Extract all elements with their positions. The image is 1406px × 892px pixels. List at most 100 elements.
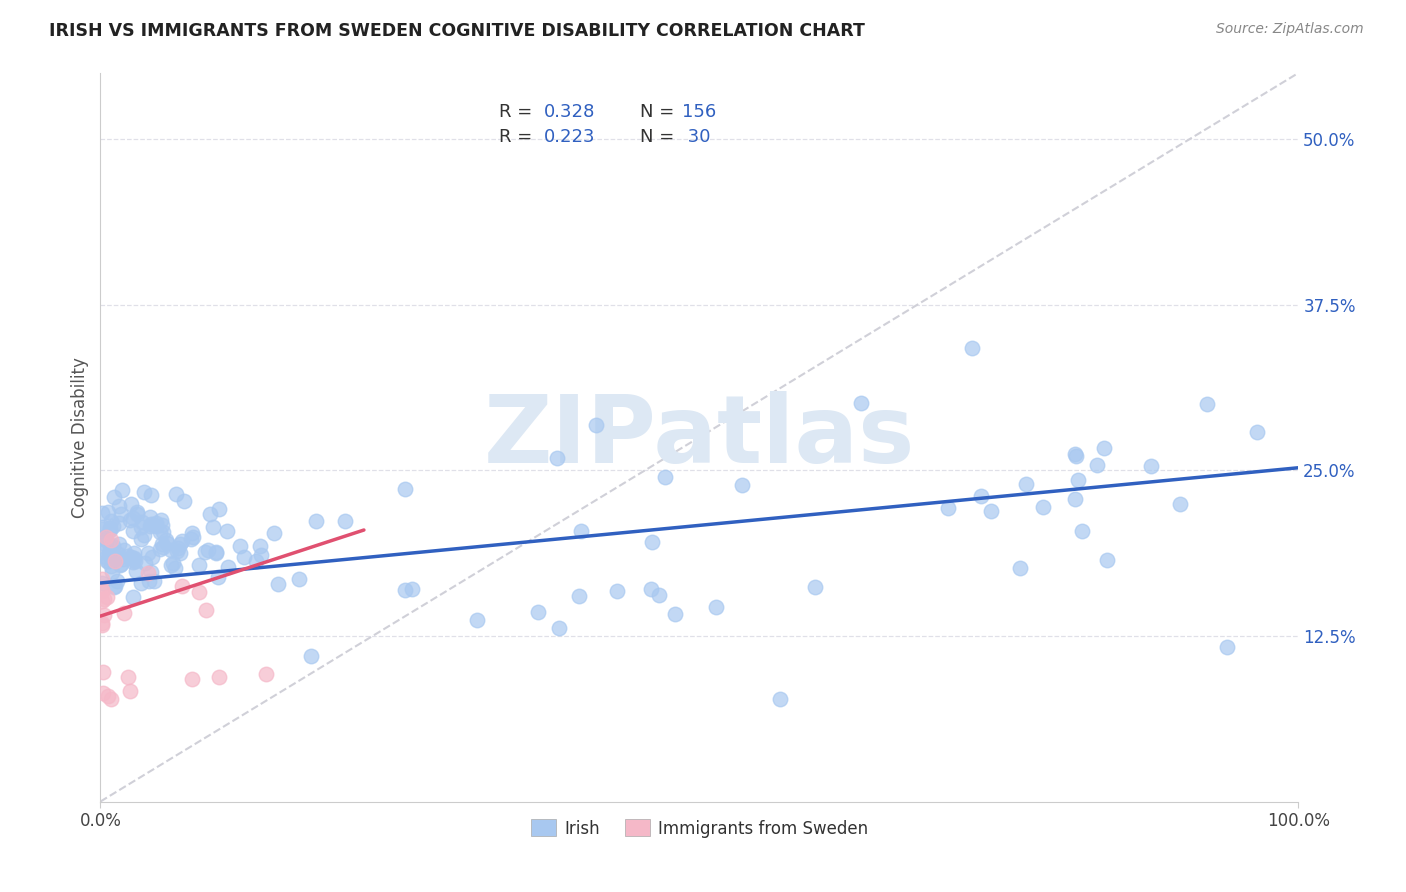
Text: N =: N = <box>640 103 679 120</box>
Point <box>166 543 188 558</box>
Point <box>333 514 356 528</box>
Point <box>107 516 129 530</box>
Point <box>194 545 217 559</box>
Point <box>101 566 124 580</box>
Point <box>112 542 135 557</box>
Point <box>112 607 135 621</box>
Point <box>205 546 228 560</box>
Point <box>568 589 591 603</box>
Text: IRISH VS IMMIGRANTS FROM SWEDEN COGNITIVE DISABILITY CORRELATION CHART: IRISH VS IMMIGRANTS FROM SWEDEN COGNITIV… <box>49 22 865 40</box>
Point <box>103 580 125 594</box>
Point <box>256 667 278 681</box>
Text: 156: 156 <box>682 103 716 120</box>
Point <box>159 558 181 573</box>
Point <box>93 607 115 622</box>
Point <box>94 530 117 544</box>
Point <box>1066 473 1088 487</box>
Point <box>98 540 121 554</box>
Point <box>96 590 118 604</box>
Point <box>159 543 181 558</box>
Point <box>104 579 127 593</box>
Point <box>122 511 145 525</box>
Point <box>90 594 112 608</box>
Text: N =: N = <box>640 128 679 146</box>
Point <box>108 499 131 513</box>
Point <box>129 520 152 534</box>
Point <box>232 549 254 564</box>
Point <box>90 583 112 598</box>
Point <box>90 575 112 590</box>
Point <box>1216 640 1239 654</box>
Point <box>107 536 129 550</box>
Point <box>96 554 118 568</box>
Point <box>138 510 160 524</box>
Point <box>131 515 153 529</box>
Point <box>129 532 152 546</box>
Point <box>122 552 145 566</box>
Point <box>217 560 239 574</box>
Point <box>165 487 187 501</box>
Point <box>138 574 160 588</box>
Point <box>960 341 983 355</box>
Point <box>155 535 177 549</box>
Y-axis label: Cognitive Disability: Cognitive Disability <box>72 357 89 517</box>
Point <box>93 543 115 558</box>
Point <box>215 524 238 539</box>
Point <box>110 507 132 521</box>
Text: 0.328: 0.328 <box>544 103 596 120</box>
Text: 30: 30 <box>682 128 710 146</box>
Point <box>1032 500 1054 515</box>
Point <box>90 572 112 586</box>
Point <box>245 554 267 568</box>
Point <box>125 564 148 578</box>
Point <box>101 519 124 533</box>
Point <box>606 584 628 599</box>
Point <box>132 484 155 499</box>
Point <box>94 536 117 550</box>
Point <box>100 559 122 574</box>
Point <box>122 555 145 569</box>
Point <box>97 554 120 568</box>
Point <box>91 506 114 520</box>
Point <box>111 483 134 498</box>
Point <box>305 514 328 528</box>
Point <box>263 526 285 541</box>
Point <box>100 533 122 547</box>
Point <box>145 516 167 531</box>
Point <box>91 686 114 700</box>
Point <box>169 537 191 551</box>
Text: 0.223: 0.223 <box>544 128 596 146</box>
Point <box>208 670 231 684</box>
Point <box>546 450 568 465</box>
Point <box>98 523 121 537</box>
Point <box>288 573 311 587</box>
Point <box>197 542 219 557</box>
Point <box>165 560 187 574</box>
Point <box>207 570 229 584</box>
Point <box>201 520 224 534</box>
Point <box>139 519 162 533</box>
Point <box>162 556 184 570</box>
Point <box>1064 449 1087 463</box>
Point <box>139 488 162 502</box>
Point <box>141 517 163 532</box>
Point <box>207 502 229 516</box>
Point <box>401 582 423 596</box>
Point <box>107 548 129 562</box>
Point <box>125 507 148 521</box>
Point <box>98 546 121 560</box>
Point <box>249 548 271 562</box>
Point <box>139 565 162 579</box>
Point <box>93 592 115 607</box>
Point <box>90 584 112 599</box>
Point <box>1070 524 1092 538</box>
Point <box>90 618 112 632</box>
Point <box>664 607 686 622</box>
Point <box>180 532 202 546</box>
Point <box>112 551 135 566</box>
Point <box>96 689 118 703</box>
Point <box>117 670 139 684</box>
Point <box>267 577 290 591</box>
Point <box>172 533 194 548</box>
Point <box>654 469 676 483</box>
